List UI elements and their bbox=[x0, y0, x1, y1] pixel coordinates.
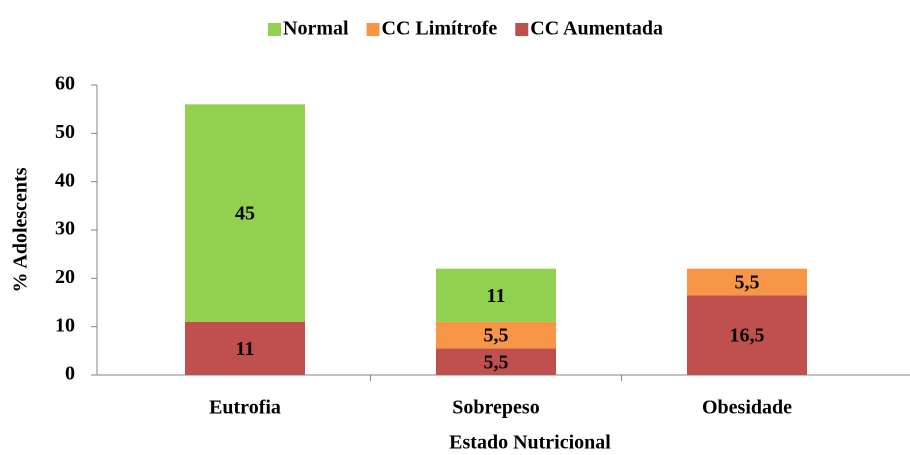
bar-segment bbox=[687, 268, 807, 296]
legend-swatch bbox=[515, 23, 529, 36]
bar-segment bbox=[436, 348, 556, 375]
x-tick-label: Eutrofia bbox=[209, 397, 281, 419]
data-label: 5,5 bbox=[484, 351, 509, 373]
y-tick-label: 60 bbox=[55, 73, 75, 95]
legend-swatch bbox=[366, 23, 380, 36]
y-tick-label: 20 bbox=[55, 266, 75, 288]
y-tick-label: 30 bbox=[55, 218, 75, 240]
y-tick-label: 0 bbox=[65, 363, 75, 385]
bar-segment bbox=[185, 104, 305, 322]
data-label: 5,5 bbox=[735, 272, 760, 294]
data-label: 45 bbox=[235, 203, 255, 225]
bar-segment bbox=[185, 321, 305, 375]
legend-label: Normal bbox=[283, 18, 349, 40]
data-label: 11 bbox=[236, 338, 255, 360]
bar-segment bbox=[436, 321, 556, 349]
x-axis-label: Estado Nutricional bbox=[449, 432, 611, 454]
data-label: 11 bbox=[487, 285, 506, 307]
legend-label: CC Aumentada bbox=[530, 18, 663, 40]
y-tick-label: 40 bbox=[55, 169, 75, 191]
legend-label: CC Limítrofe bbox=[382, 18, 498, 40]
bar-segment bbox=[687, 295, 807, 375]
x-tick-label: Sobrepeso bbox=[452, 397, 539, 419]
legend-swatch bbox=[268, 23, 281, 36]
y-tick-label: 50 bbox=[55, 121, 75, 143]
bar-segment bbox=[436, 268, 556, 322]
data-label: 16,5 bbox=[730, 325, 765, 347]
x-tick-label: Obesidade bbox=[702, 397, 792, 419]
y-tick-label: 10 bbox=[55, 314, 75, 336]
data-label: 5,5 bbox=[484, 325, 509, 347]
y-axis-label: % Adolescents bbox=[10, 167, 32, 292]
